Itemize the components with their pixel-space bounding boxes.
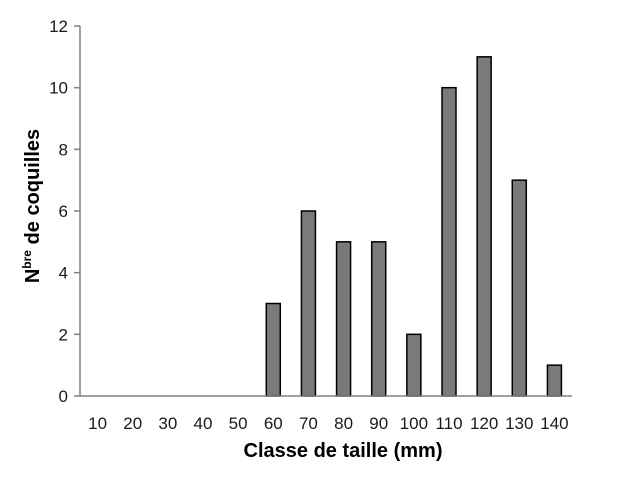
bar-80: [335, 241, 352, 397]
bar-100: [406, 333, 422, 397]
y-axis-title: Nbre de coquilles: [20, 129, 44, 283]
x-tick-label: 30: [158, 414, 177, 433]
y-tick-label: 8: [59, 140, 68, 159]
y-axis-title-main: N: [22, 269, 44, 283]
x-tick-label: 60: [264, 414, 283, 433]
x-tick-label: 40: [194, 414, 213, 433]
x-tick-label: 90: [369, 414, 388, 433]
bar-60: [265, 302, 282, 397]
y-tick-label: 4: [59, 264, 68, 283]
x-tick-label: 20: [123, 414, 142, 433]
x-axis-title: Classe de taille (mm): [244, 440, 443, 462]
bar-120: [476, 56, 492, 397]
bar-140: [546, 364, 563, 397]
y-ticks-group: 0 2 4 6 8 10 12: [49, 17, 80, 406]
y-axis-title-sup: bre: [20, 250, 34, 269]
y-axis-title-rest: de coquilles: [22, 129, 44, 250]
bars-group: [265, 56, 563, 397]
x-tick-label: 130: [505, 414, 533, 433]
bar-110: [441, 86, 457, 397]
x-tick-label: 110: [435, 414, 462, 433]
y-tick-label: 2: [59, 325, 68, 344]
x-tick-label: 50: [229, 414, 248, 433]
x-tick-label: 140: [540, 414, 568, 433]
bar-130: [511, 179, 528, 397]
bar-90: [370, 241, 387, 397]
x-tick-label: 10: [88, 414, 107, 433]
x-tick-label: 80: [334, 414, 353, 433]
x-ticks-group: 10 20 30 40 50 60 70 80 90 100 110 120 130 140: [88, 414, 569, 433]
y-tick-label: 10: [49, 79, 68, 98]
y-tick-label: 0: [59, 387, 68, 406]
x-tick-label: 70: [299, 414, 318, 433]
x-tick-label: 100: [400, 414, 428, 433]
x-tick-label: 120: [470, 414, 498, 433]
y-tick-label: 6: [59, 202, 68, 221]
bar-70: [300, 210, 317, 397]
y-tick-label: 12: [49, 17, 68, 36]
